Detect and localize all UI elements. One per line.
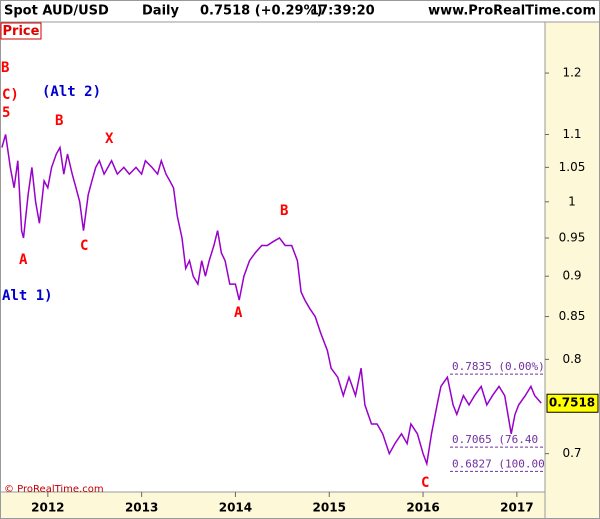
y-tick-label: 1.2 [562, 66, 581, 80]
source: www.ProRealTime.com [428, 4, 596, 19]
x-axis-panel [0, 492, 545, 519]
title: Spot AUD/USD [4, 4, 109, 19]
wave-label: B [280, 203, 288, 219]
header-bar [0, 0, 600, 22]
x-tick-label: 2015 [313, 501, 346, 515]
y-tick-label: 0.95 [559, 231, 586, 245]
y-axis-panel [545, 22, 600, 519]
y-tick-label: 0.85 [559, 309, 586, 323]
wave-label: A [19, 252, 28, 268]
fib-label: 0.7835 (0.00%) [452, 360, 545, 373]
y-tick-label: 0.9 [562, 269, 581, 283]
x-tick-label: 2012 [31, 501, 64, 515]
wave-label: B [1, 60, 9, 76]
y-tick-label: 1 [568, 194, 576, 208]
last-price-label: 0.7518 [549, 396, 595, 410]
price-line [1, 134, 542, 467]
panel-label: Price [3, 24, 40, 39]
y-tick-label: 1.05 [559, 160, 586, 174]
wave-label: Alt 1) [2, 288, 53, 304]
wave-label: C) [2, 87, 19, 103]
wave-label: (Alt 2) [42, 84, 101, 100]
time: 17:39:20 [310, 4, 375, 19]
y-tick-label: 0.7 [562, 446, 581, 460]
copyright: © ProRealTime.com [4, 484, 104, 495]
quote: 0.7518 (+0.29%) [200, 4, 323, 19]
fib-label: 0.7065 (76.40 [452, 433, 538, 446]
wave-label: C [421, 475, 429, 491]
x-tick-label: 2014 [219, 501, 252, 515]
wave-label: 5 [2, 105, 10, 121]
wave-label: X [105, 131, 114, 147]
x-tick-label: 2013 [125, 501, 158, 515]
x-tick-label: 2017 [500, 501, 533, 515]
y-tick-label: 1.1 [562, 127, 581, 141]
y-tick-label: 0.8 [562, 352, 581, 366]
wave-label: C [80, 238, 88, 254]
panel-label-box [0, 22, 42, 40]
last-price-box [546, 393, 599, 413]
fib-label: 0.6827 (100.00 [452, 457, 545, 470]
wave-label: A [234, 305, 243, 321]
timeframe: Daily [142, 4, 179, 19]
wave-label: B [55, 113, 63, 129]
x-tick-label: 2016 [406, 501, 439, 515]
